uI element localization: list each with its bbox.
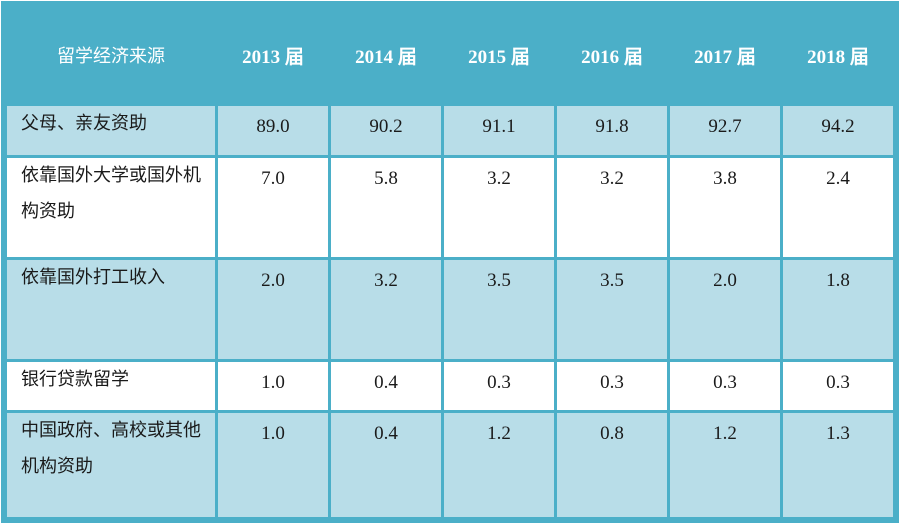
table-cell: 1.2 [670, 412, 780, 517]
table-cell: 90.2 [331, 106, 441, 155]
table-cell: 7.0 [218, 157, 328, 257]
table-cell: 0.3 [783, 361, 893, 410]
table-cell: 1.2 [444, 412, 554, 517]
header-cell: 2013 届 [218, 7, 328, 103]
table-cell: 3.2 [444, 157, 554, 257]
table-cell: 91.8 [557, 106, 667, 155]
table-row: 中国政府、高校或其他机构资助 1.0 0.4 1.2 0.8 1.2 1.3 [7, 412, 893, 517]
table-cell: 1.0 [218, 361, 328, 410]
header-cell: 2017 届 [670, 7, 780, 103]
table-cell: 0.3 [557, 361, 667, 410]
table-cell: 0.4 [331, 361, 441, 410]
row-label: 依靠国外打工收入 [7, 259, 215, 359]
table-row: 父母、亲友资助 89.0 90.2 91.1 91.8 92.7 94.2 [7, 106, 893, 155]
table-cell: 3.5 [444, 259, 554, 359]
table-cell: 3.5 [557, 259, 667, 359]
table-cell: 1.8 [783, 259, 893, 359]
table-cell: 2.0 [218, 259, 328, 359]
header-cell: 2016 届 [557, 7, 667, 103]
table-cell: 89.0 [218, 106, 328, 155]
table-cell: 5.8 [331, 157, 441, 257]
table-cell: 0.4 [331, 412, 441, 517]
table-cell: 91.1 [444, 106, 554, 155]
table-cell: 1.0 [218, 412, 328, 517]
table-row: 银行贷款留学 1.0 0.4 0.3 0.3 0.3 0.3 [7, 361, 893, 410]
header-cell: 2014 届 [331, 7, 441, 103]
header-cell: 2015 届 [444, 7, 554, 103]
table-cell: 0.3 [444, 361, 554, 410]
table-cell: 0.3 [670, 361, 780, 410]
table-cell: 3.2 [331, 259, 441, 359]
header-cell: 2018 届 [783, 7, 893, 103]
table-row: 依靠国外大学或国外机构资助 7.0 5.8 3.2 3.2 3.8 2.4 [7, 157, 893, 257]
row-label: 父母、亲友资助 [7, 106, 215, 155]
data-table: 留学经济来源 2013 届 2014 届 2015 届 2016 届 2017 … [4, 4, 896, 520]
table-header: 留学经济来源 2013 届 2014 届 2015 届 2016 届 2017 … [7, 7, 893, 103]
row-label: 中国政府、高校或其他机构资助 [7, 412, 215, 517]
header-cell: 留学经济来源 [7, 7, 215, 103]
table-cell: 92.7 [670, 106, 780, 155]
table-cell: 3.8 [670, 157, 780, 257]
table-cell: 0.8 [557, 412, 667, 517]
table-cell: 2.0 [670, 259, 780, 359]
table-cell: 1.3 [783, 412, 893, 517]
table-cell: 3.2 [557, 157, 667, 257]
row-label: 银行贷款留学 [7, 361, 215, 410]
row-label: 依靠国外大学或国外机构资助 [7, 157, 215, 257]
table-cell: 2.4 [783, 157, 893, 257]
table-cell: 94.2 [783, 106, 893, 155]
header-row: 留学经济来源 2013 届 2014 届 2015 届 2016 届 2017 … [7, 7, 893, 103]
table-row: 依靠国外打工收入 2.0 3.2 3.5 3.5 2.0 1.8 [7, 259, 893, 359]
